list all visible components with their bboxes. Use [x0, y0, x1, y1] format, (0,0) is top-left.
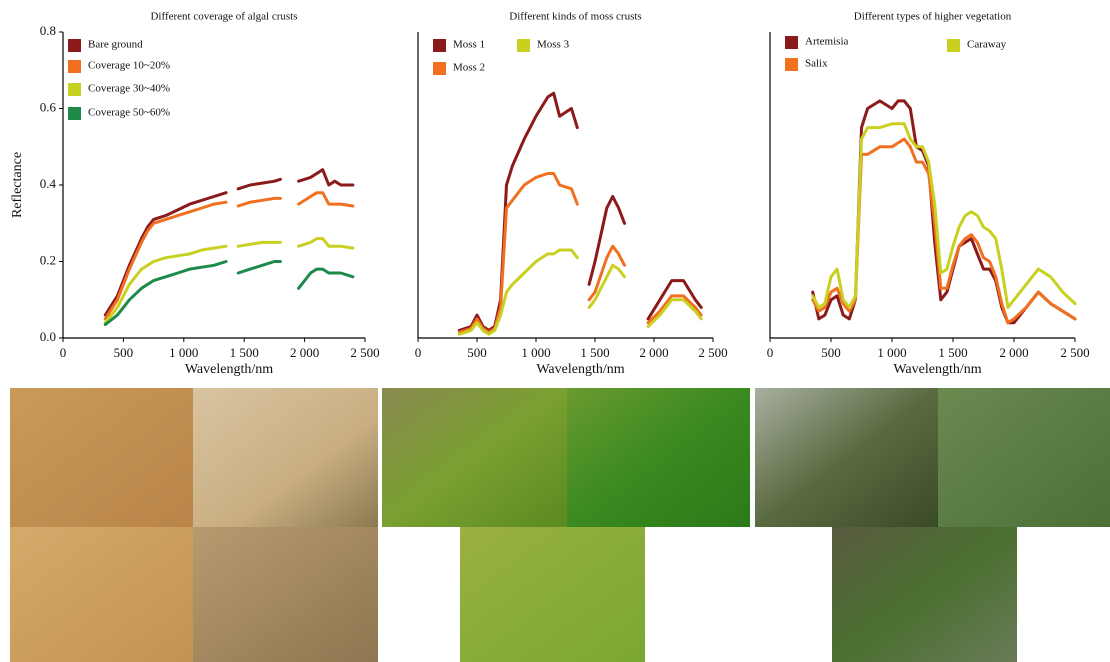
chart-title: Different coverage of algal crusts	[150, 11, 297, 23]
legend-label: Caraway	[967, 39, 1007, 51]
legend-swatch	[68, 107, 81, 120]
legend-swatch	[433, 62, 446, 75]
y-tick-label: 0.4	[40, 176, 57, 191]
photo	[10, 388, 193, 527]
series-line	[105, 262, 353, 325]
legend-swatch	[68, 60, 81, 73]
photo	[193, 527, 378, 662]
x-tick-label: 2 000	[290, 345, 319, 360]
series-line	[105, 239, 353, 323]
x-tick-label: 2 500	[1060, 345, 1089, 360]
x-tick-label: 2 500	[350, 345, 379, 360]
photo	[460, 527, 645, 662]
photo	[10, 527, 193, 662]
x-axis-label: Wavelength/nm	[536, 362, 624, 377]
legend-label: Salix	[805, 58, 828, 70]
x-axis-label: Wavelength/nm	[893, 362, 981, 377]
legend-label: Artemisia	[805, 36, 848, 48]
x-tick-label: 0	[767, 345, 774, 360]
chart-title: Different types of higher vegetation	[854, 11, 1012, 23]
x-tick-label: 1 000	[169, 345, 198, 360]
legend-swatch	[433, 39, 446, 52]
x-tick-label: 1 000	[521, 345, 550, 360]
x-tick-label: 1 500	[230, 345, 259, 360]
photo	[567, 388, 750, 527]
y-tick-label: 0.0	[40, 329, 56, 344]
photo	[755, 388, 938, 527]
x-tick-label: 2 000	[999, 345, 1028, 360]
y-tick-label: 0.2	[40, 252, 56, 267]
legend-label: Coverage 30~40%	[88, 83, 170, 95]
legend-label: Coverage 50~60%	[88, 107, 170, 119]
x-tick-label: 1 000	[877, 345, 906, 360]
photo	[832, 527, 1017, 662]
chart-title: Different kinds of moss crusts	[509, 11, 641, 23]
legend-swatch	[517, 39, 530, 52]
x-tick-label: 1 500	[938, 345, 967, 360]
legend-label: Moss 3	[537, 39, 570, 51]
legend-label: Moss 1	[453, 39, 485, 51]
x-tick-label: 500	[821, 345, 841, 360]
x-tick-label: 1 500	[580, 345, 609, 360]
x-axis-label: Wavelength/nm	[185, 362, 273, 377]
photo	[193, 388, 378, 527]
legend-swatch	[68, 83, 81, 96]
legend-swatch	[785, 36, 798, 49]
photos	[10, 388, 1110, 662]
legend-label: Bare ground	[88, 39, 143, 51]
series-line	[105, 193, 353, 319]
x-tick-label: 2 000	[639, 345, 668, 360]
y-axis-label: Reflectance	[10, 152, 25, 218]
legend-label: Coverage 10~20%	[88, 60, 170, 72]
legend-label: Moss 2	[453, 62, 485, 74]
y-tick-label: 0.6	[40, 99, 57, 114]
x-tick-label: 0	[60, 345, 67, 360]
series-line	[813, 124, 1075, 308]
x-tick-label: 500	[467, 345, 487, 360]
x-tick-label: 2 500	[698, 345, 727, 360]
legend-swatch	[68, 39, 81, 52]
figure: Different coverage of algal crusts 0 500 1 …	[0, 0, 1110, 662]
x-tick-label: 0	[415, 345, 422, 360]
y-tick-label: 0.8	[40, 23, 56, 38]
x-tick-label: 500	[114, 345, 134, 360]
legend-swatch	[947, 39, 960, 52]
legend-swatch	[785, 58, 798, 71]
photo	[382, 388, 567, 527]
series-line	[459, 93, 701, 330]
photo	[938, 388, 1110, 527]
